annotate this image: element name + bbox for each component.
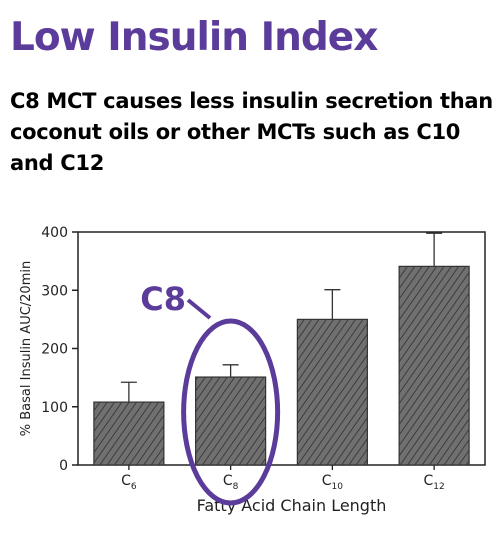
- c8-annotation-label: C8: [140, 280, 186, 318]
- y-tick-label: 0: [59, 458, 68, 474]
- page-title: Low Insulin Index: [10, 15, 378, 60]
- x-tick-label: C10: [322, 473, 344, 492]
- y-axis-label: % Basal Insulin AUC/20min: [19, 261, 34, 436]
- y-tick-label: 300: [41, 283, 68, 299]
- y-tick-label: 400: [41, 225, 68, 241]
- bar-C12: [398, 265, 470, 466]
- x-tick-label: C12: [424, 473, 445, 492]
- y-tick-label: 100: [41, 400, 68, 416]
- c8-highlight-circle: [181, 318, 281, 506]
- bar-C10: [296, 318, 368, 466]
- bar-C6: [93, 401, 165, 466]
- c8-annotation-pointer: [186, 298, 212, 320]
- y-tick-label: 200: [41, 342, 68, 358]
- bar-C8: [195, 376, 267, 466]
- x-axis-label: Fatty Acid Chain Length: [197, 496, 387, 515]
- page-subtitle: C8 MCT causes less insulin secretion tha…: [10, 89, 493, 175]
- x-tick-label: C6: [121, 473, 137, 492]
- x-tick-label: C8: [223, 473, 239, 492]
